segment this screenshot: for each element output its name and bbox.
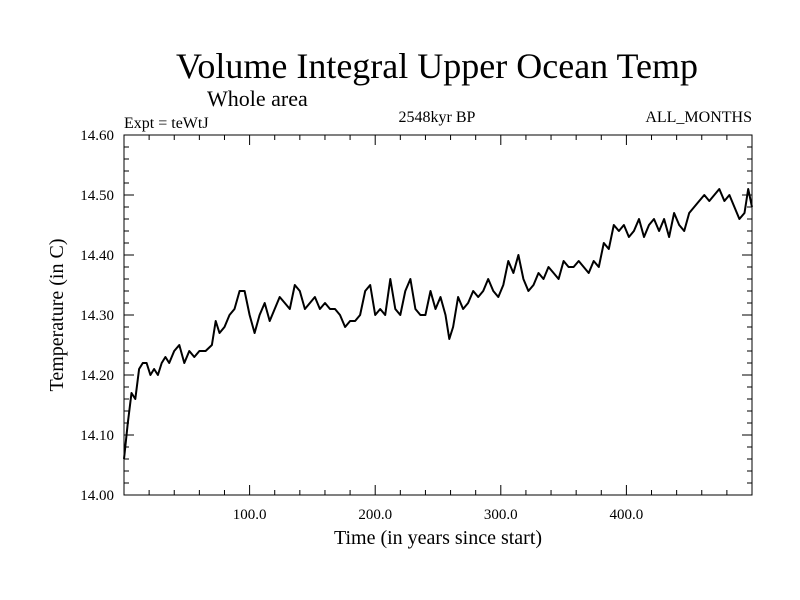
annotation-expt: Expt = teWtJ (124, 115, 209, 132)
y-tick-label: 14.40 (80, 248, 114, 264)
x-axis-ticks (148, 135, 728, 495)
y-tick-label: 14.60 (80, 128, 114, 144)
chart-subtitle: Whole area (207, 86, 308, 111)
x-axis-label: Time (in years since start) (334, 527, 542, 549)
x-tick-label: 200.0 (358, 507, 392, 523)
y-axis-ticks (124, 146, 752, 484)
y-tick-label: 14.00 (80, 488, 114, 504)
y-tick-label: 14.10 (80, 428, 114, 444)
y-axis-label: Temperature (in C) (46, 239, 68, 392)
series-line (123, 188, 753, 460)
annotation-period: 2548kyr BP (399, 109, 476, 126)
x-tick-label: 100.0 (233, 507, 267, 523)
y-tick-label: 14.30 (80, 308, 114, 324)
x-tick-label: 300.0 (484, 507, 518, 523)
y-axis-tick-labels: 14.00 14.10 14.20 14.30 14.40 14.50 14.60 (80, 128, 114, 504)
annotation-months: ALL_MONTHS (645, 109, 752, 126)
y-tick-label: 14.20 (80, 368, 114, 384)
series-layer (123, 188, 753, 460)
x-tick-label: 400.0 (610, 507, 644, 523)
y-tick-label: 14.50 (80, 188, 114, 204)
chart-title: Volume Integral Upper Ocean Temp (176, 46, 698, 86)
x-axis-tick-labels: 100.0 200.0 300.0 400.0 (233, 507, 644, 523)
plot-frame (123, 134, 753, 496)
